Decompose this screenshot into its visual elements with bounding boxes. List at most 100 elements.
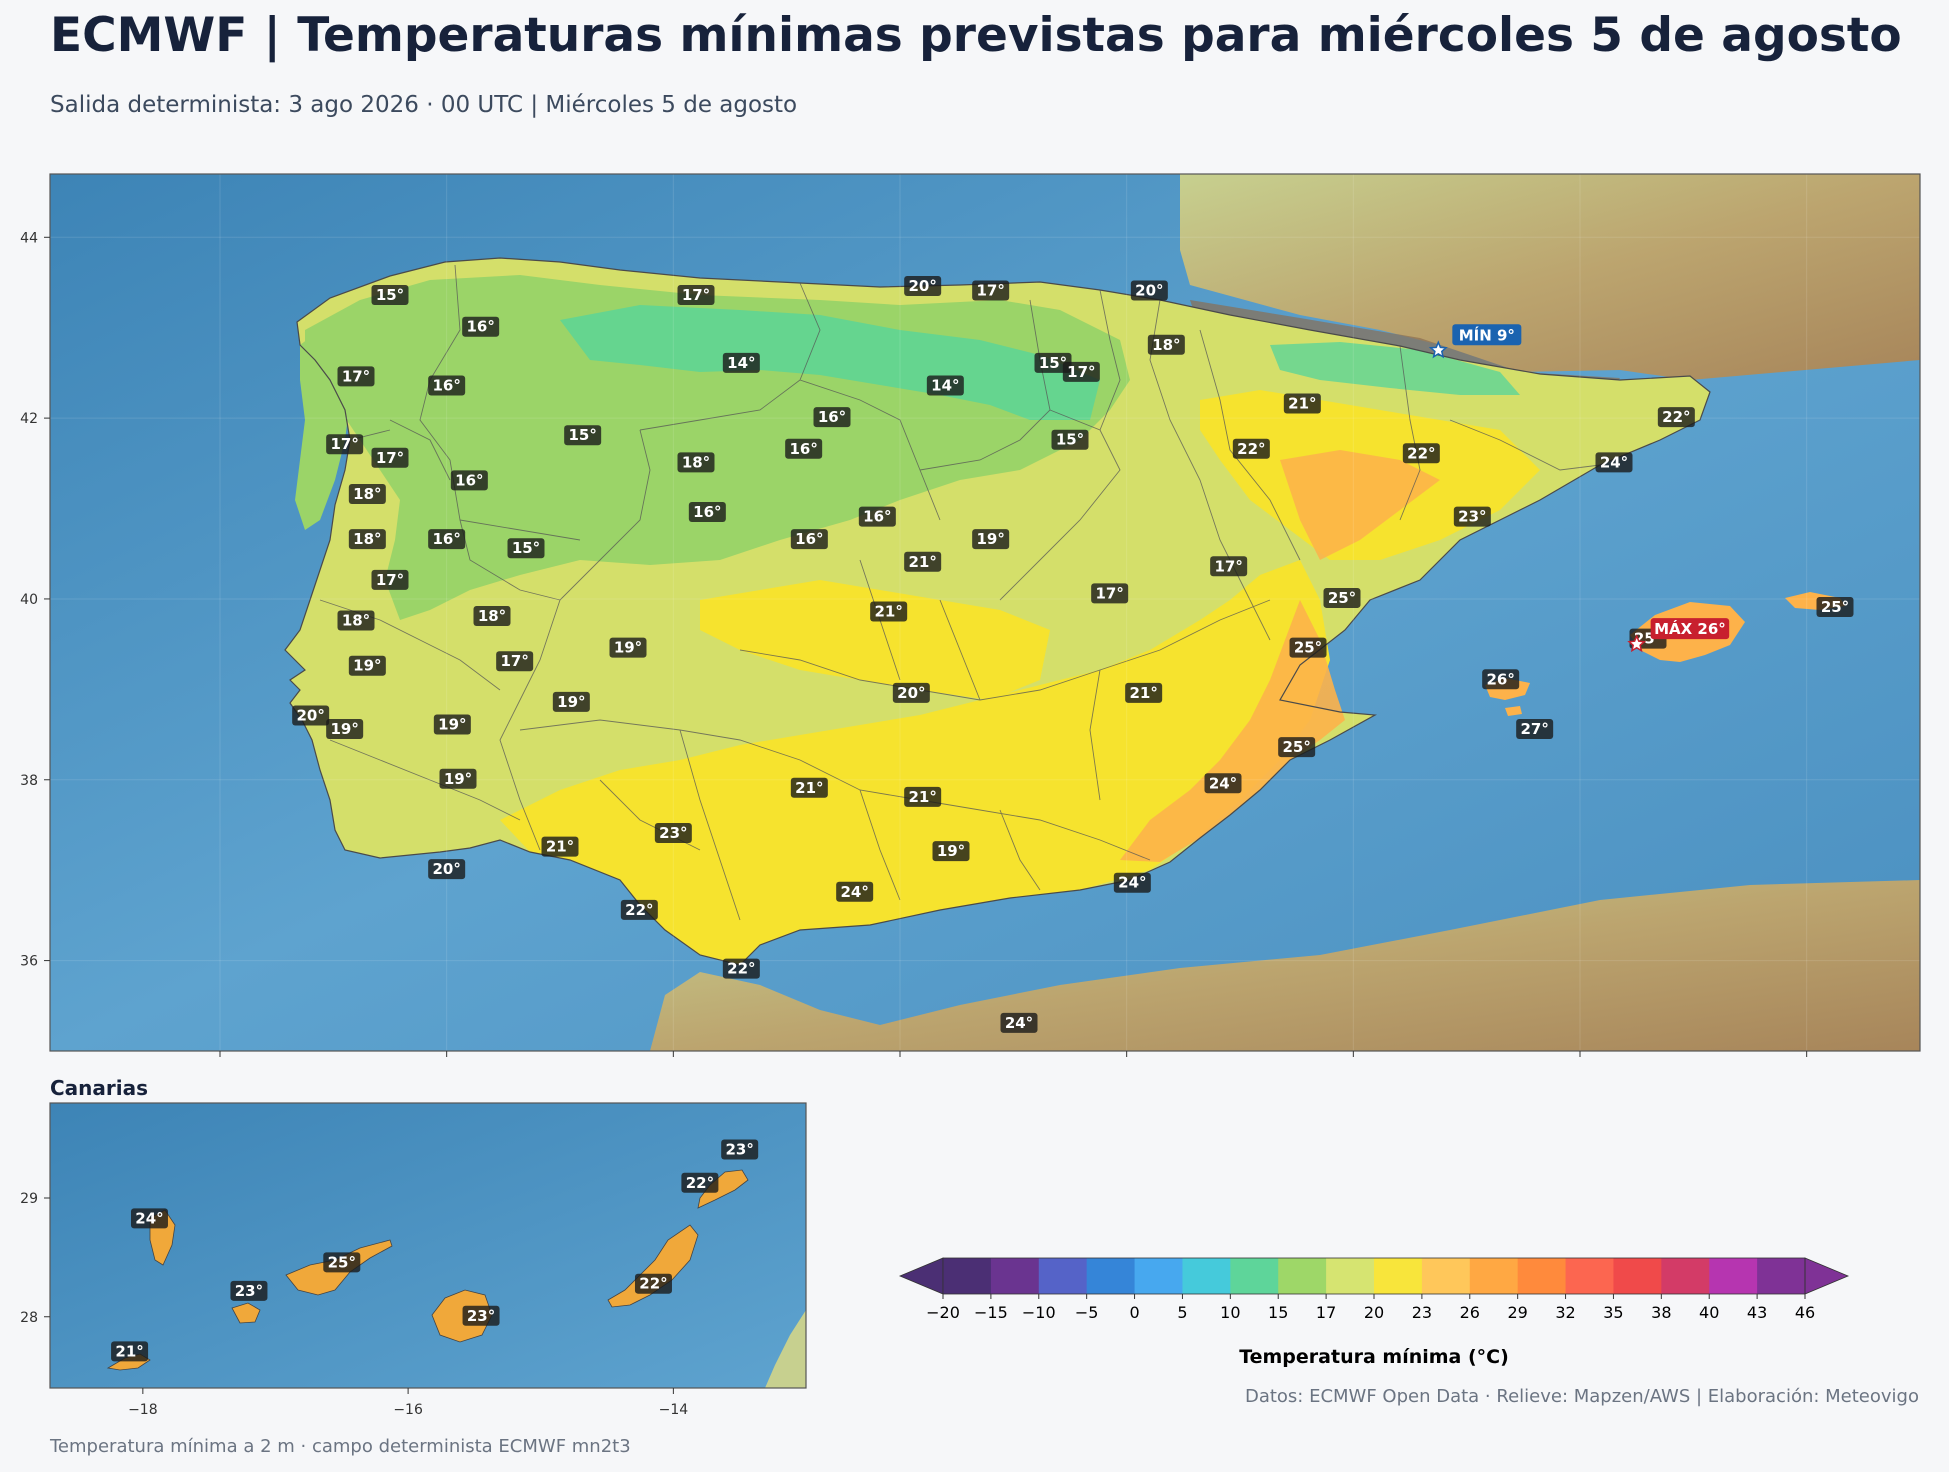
temperature-label: 15° bbox=[371, 285, 409, 306]
temperature-label: 20° bbox=[1130, 280, 1168, 301]
colorbar-tick-label: 40 bbox=[1699, 1303, 1719, 1322]
colorbar-bin bbox=[1661, 1258, 1710, 1294]
temperature-label: 22° bbox=[1232, 438, 1270, 459]
temperature-label-text: 20° bbox=[1135, 282, 1163, 300]
inset-x-tick-label: −18 bbox=[128, 1402, 158, 1418]
temperature-label-text: 20° bbox=[908, 277, 936, 295]
temperature-label-text: 17° bbox=[376, 449, 404, 467]
temperature-label-text: 16° bbox=[818, 408, 846, 426]
inset-frame bbox=[49, 1102, 807, 1389]
credits: Datos: ECMWF Open Data · Relieve: Mapzen… bbox=[1244, 1386, 1919, 1407]
canarias-inset-map[interactable]: 24° 23° 25° 23° 22° 22° 23° 21° −18 −16 −14 29 28 bbox=[0, 1100, 840, 1440]
colorbar-bin bbox=[1757, 1258, 1806, 1294]
main-map[interactable]: 15° 17°20° 17° 20°16°14°18°15°17°17°16° 14°2… bbox=[0, 0, 1949, 1065]
temperature-label: 23° bbox=[1453, 506, 1491, 527]
colorbar-bin bbox=[1709, 1258, 1758, 1294]
y-tick-label: 38 bbox=[20, 773, 38, 789]
temperature-label: 21° bbox=[1283, 393, 1321, 414]
temperature-label: 16° bbox=[858, 506, 896, 527]
main-map-frame bbox=[49, 173, 1921, 1052]
min-temp-marker-star bbox=[1428, 340, 1448, 359]
temperature-label-text: 19° bbox=[937, 842, 965, 860]
colorbar-tick-label: 32 bbox=[1555, 1303, 1575, 1322]
inset-y-tick-label: 28 bbox=[20, 1310, 38, 1326]
temperature-label: 24° bbox=[836, 881, 874, 902]
inset-temperature-label-text: 23° bbox=[235, 1282, 263, 1300]
temperature-label-text: 17° bbox=[976, 282, 1004, 300]
temperature-label: 17° bbox=[337, 366, 375, 387]
temperature-label: 22° bbox=[620, 899, 658, 920]
max-temp-marker: MÁX 26° bbox=[1627, 618, 1730, 653]
inset-y-ticks: 29 28 bbox=[20, 1191, 50, 1326]
temperature-label-text: 24° bbox=[1600, 453, 1628, 471]
temperature-label-text: 18° bbox=[682, 453, 710, 471]
min-temp-marker-label: MÍN 9° bbox=[1459, 325, 1515, 344]
max-temp-marker-label: MÁX 26° bbox=[1654, 619, 1726, 638]
inset-temperature-label-text: 24° bbox=[135, 1209, 163, 1227]
inset-temperature-label-text: 25° bbox=[328, 1253, 356, 1271]
temperature-label-text: 20° bbox=[296, 706, 324, 724]
temperature-label: 14° bbox=[926, 375, 964, 396]
temperature-label: 23° bbox=[654, 823, 692, 844]
region-borders bbox=[319, 264, 1601, 921]
temperature-label-text: 19° bbox=[976, 530, 1004, 548]
temperature-label-text: 22° bbox=[625, 901, 653, 919]
inset-temperature-label: 23° bbox=[721, 1139, 759, 1160]
temperature-label-text: 16° bbox=[432, 376, 460, 394]
temperature-label: 16° bbox=[688, 502, 726, 523]
africa-relief bbox=[650, 880, 1920, 1051]
warm-zone-center bbox=[700, 580, 1050, 700]
temperature-label-text: 23° bbox=[1458, 508, 1486, 526]
temperature-label-text: 21° bbox=[1129, 684, 1157, 702]
colorbar-tick-label: −15 bbox=[974, 1303, 1008, 1322]
inset-y-tick-label: 29 bbox=[20, 1191, 38, 1207]
footer-note: Temperatura mínima a 2 m · campo determi… bbox=[50, 1436, 631, 1457]
temperature-label: 25° bbox=[1289, 637, 1327, 658]
temperature-label-text: 18° bbox=[1152, 336, 1180, 354]
hot-zone-catalonia bbox=[1280, 450, 1440, 560]
temperature-label: 26° bbox=[1482, 669, 1520, 690]
inset-temperature-label-text: 23° bbox=[725, 1141, 753, 1159]
temperature-label-text: 24° bbox=[1118, 874, 1146, 892]
temperature-label-text: 21° bbox=[795, 779, 823, 797]
colorbar-tick-label: −10 bbox=[1022, 1303, 1056, 1322]
inset-temperature-label-text: 22° bbox=[639, 1275, 667, 1293]
temperature-label: 22° bbox=[1402, 443, 1440, 464]
temperature-label-text: 17° bbox=[330, 435, 358, 453]
temperature-label-text: 25° bbox=[1328, 589, 1356, 607]
temperature-label: 20° bbox=[892, 682, 930, 703]
temperature-label: 19° bbox=[348, 655, 386, 676]
temperature-label: 20° bbox=[904, 276, 942, 297]
temperature-label-text: 18° bbox=[353, 485, 381, 503]
colorbar-tick-label: 23 bbox=[1412, 1303, 1432, 1322]
temperature-label: 27° bbox=[1516, 719, 1554, 740]
colorbar-bin bbox=[1469, 1258, 1519, 1294]
temperature-label-text: 24° bbox=[840, 883, 868, 901]
temperature-label-text: 16° bbox=[789, 440, 817, 458]
inset-temperature-label-text: 22° bbox=[686, 1174, 714, 1192]
y-tick-label: 42 bbox=[20, 411, 38, 427]
inset-temperature-label: 21° bbox=[111, 1341, 149, 1362]
temperature-label: 20° bbox=[292, 705, 330, 726]
colorbar-bin bbox=[943, 1258, 992, 1294]
inset-temperature-label: 22° bbox=[681, 1172, 719, 1193]
x-axis-ticks: −10−8−6−4−2024 bbox=[219, 1051, 1808, 1057]
colorbar-tick-label: 0 bbox=[1129, 1303, 1139, 1322]
temperature-label-text: 19° bbox=[353, 657, 381, 675]
inset-temperature-label: 25° bbox=[323, 1252, 361, 1273]
temperature-label-text: 17° bbox=[682, 286, 710, 304]
temperature-label-text: 16° bbox=[693, 503, 721, 521]
temperature-label: 18° bbox=[473, 606, 511, 627]
temperature-label-text: 18° bbox=[342, 612, 370, 630]
temperature-label-text: 17° bbox=[376, 571, 404, 589]
temperature-label-text: 17° bbox=[1095, 584, 1123, 602]
cold-zone-north bbox=[560, 305, 1100, 420]
temperature-label-text: 17° bbox=[500, 652, 528, 670]
temperature-label-text: 17° bbox=[1067, 363, 1095, 381]
temperature-label-text: 19° bbox=[438, 716, 466, 734]
temperature-label: 24° bbox=[1000, 1012, 1038, 1033]
colorbar-tick-label: 10 bbox=[1220, 1303, 1240, 1322]
inset-temperature-label: 23° bbox=[462, 1305, 500, 1326]
warm-zone-south bbox=[500, 560, 1330, 965]
temperature-label: 25° bbox=[1278, 737, 1316, 758]
